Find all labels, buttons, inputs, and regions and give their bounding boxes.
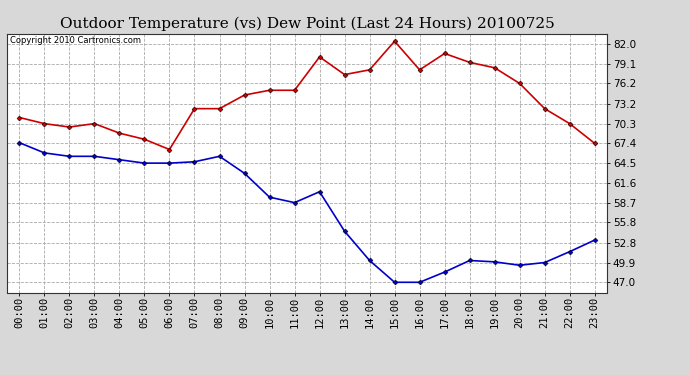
Text: Copyright 2010 Cartronics.com: Copyright 2010 Cartronics.com [10,36,141,45]
Title: Outdoor Temperature (vs) Dew Point (Last 24 Hours) 20100725: Outdoor Temperature (vs) Dew Point (Last… [59,17,555,31]
